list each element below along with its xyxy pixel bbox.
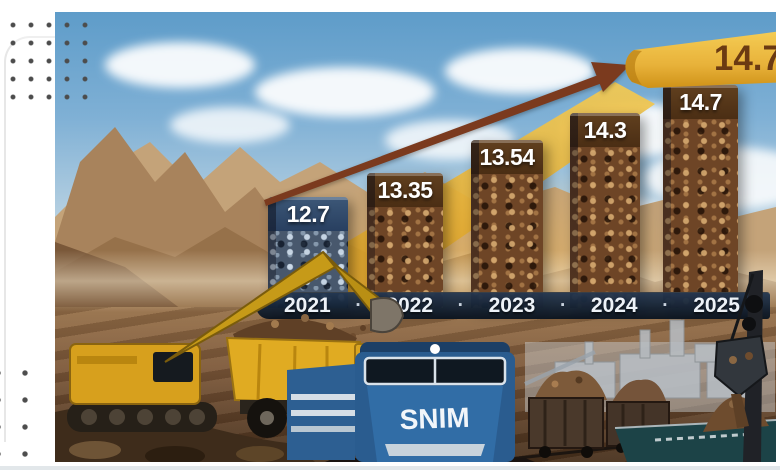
bar-2022: 13.35: [367, 173, 443, 308]
year-axis-band: 2021 · 2022 · 2023 · 2024 · 2025: [256, 292, 770, 319]
bar-value-label: 14.7: [663, 85, 738, 119]
year-label-2023: 2023: [488, 294, 536, 317]
mining-scene-photo: 12.7 13.35 13.54 14.3 14.7 14.7 2021 · 2022 · 20…: [55, 12, 776, 462]
bar-2024: 14.3: [570, 113, 640, 308]
banner-value: 14.7: [714, 39, 776, 78]
machinery-illustration: SNIM: [55, 250, 776, 462]
year-separator-dot: ·: [457, 295, 464, 316]
year-label-2021: 2021: [284, 294, 331, 317]
year-separator-dot: ·: [559, 295, 567, 316]
bottom-edge-line: [0, 466, 780, 470]
bar-value-label: 14.3: [570, 113, 640, 147]
bar-ore-texture: [663, 119, 738, 308]
cloud: [105, 42, 255, 88]
cloud: [170, 107, 290, 143]
bar-ore-texture: [367, 207, 443, 308]
year-separator-dot: ·: [662, 295, 669, 316]
ore-wagons: [499, 370, 686, 462]
bar-2025: 14.7: [663, 85, 738, 308]
bars-layer: 12.7 13.35 13.54 14.3 14.7: [55, 12, 776, 462]
year-separator-dot: ·: [355, 295, 362, 316]
bar-value-label: 13.54: [471, 140, 543, 174]
excavator: [67, 250, 405, 432]
train-name-label: SNIM: [399, 402, 470, 435]
bar-2023: 13.54: [471, 140, 543, 308]
bar-value-label: 12.7: [268, 197, 348, 231]
target-banner: 14.7: [625, 31, 776, 88]
ore-train-locomotive: SNIM: [287, 342, 535, 462]
bar-ore-texture: [471, 174, 543, 308]
trend-arrow: [264, 62, 630, 206]
port-crane: [713, 270, 769, 462]
bar-ore-texture: [570, 147, 640, 308]
year-label-2025: 2025: [693, 294, 740, 317]
bar-value-label: 13.35: [367, 173, 443, 207]
cloud: [255, 67, 435, 117]
year-label-2024: 2024: [590, 294, 638, 317]
